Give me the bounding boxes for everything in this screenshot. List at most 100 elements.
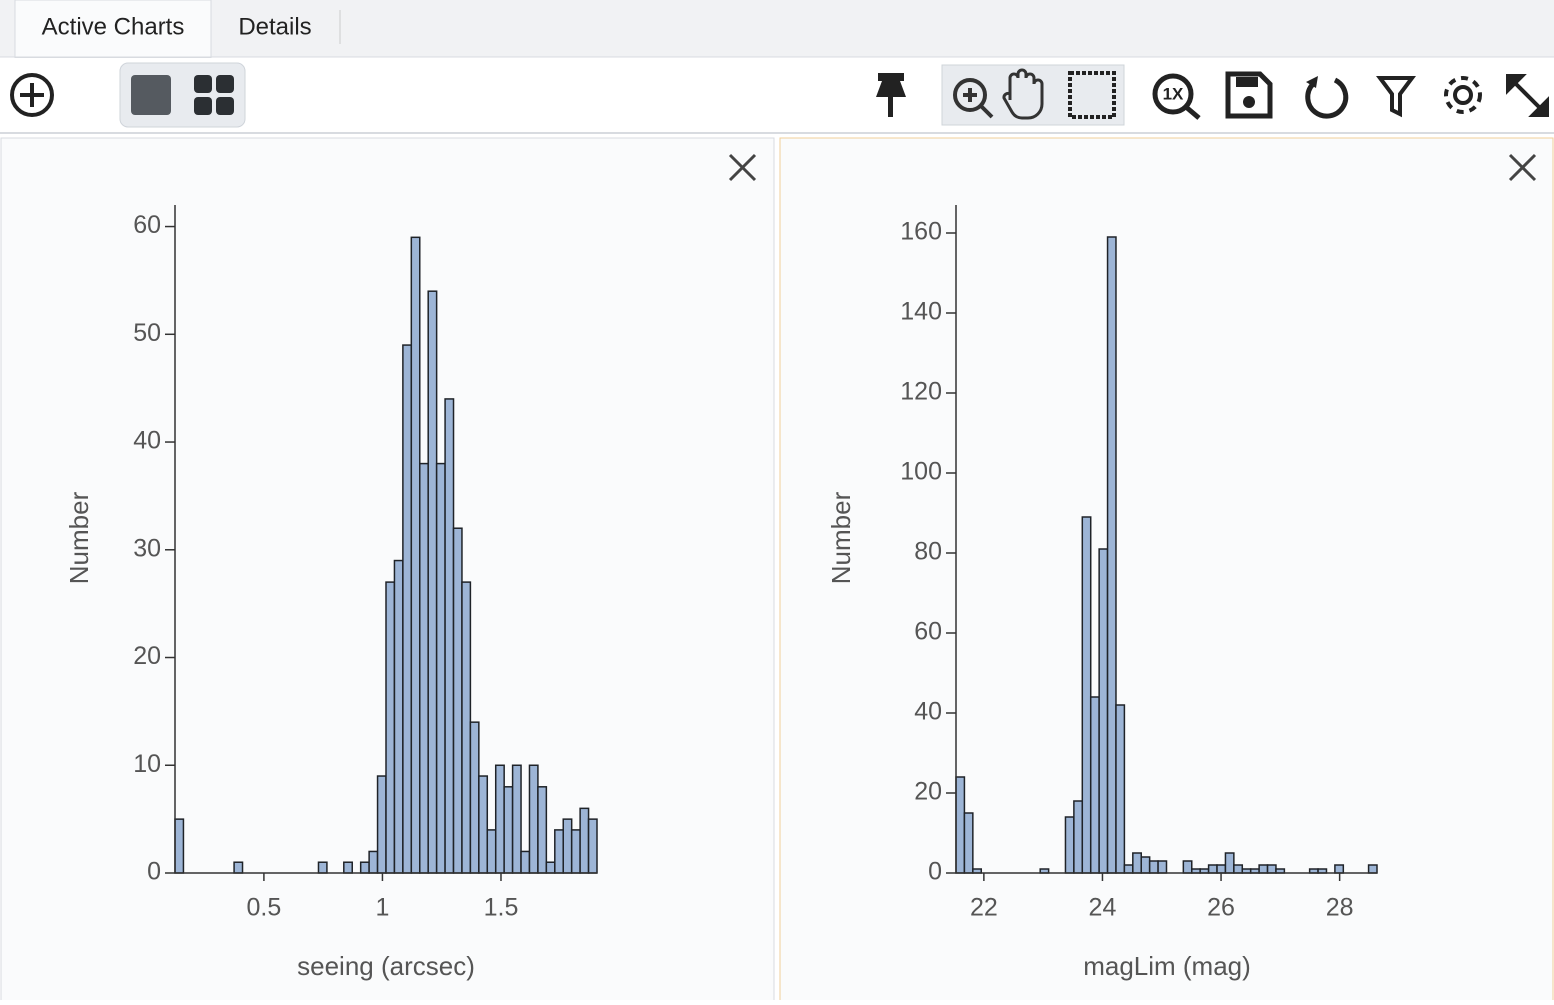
- tab-label[interactable]: Active Charts: [42, 13, 185, 40]
- bar: [469, 721, 480, 874]
- x-tick-label: 26: [1207, 894, 1235, 922]
- pan-button[interactable]: [1002, 68, 1044, 120]
- bar: [376, 775, 387, 874]
- x-tick-label: 1: [375, 894, 389, 922]
- pin-button[interactable]: [876, 73, 906, 117]
- bar: [435, 462, 446, 874]
- bar: [494, 764, 505, 874]
- bar: [537, 786, 548, 874]
- bar: [1132, 852, 1142, 874]
- bar: [570, 829, 581, 874]
- close-button[interactable]: [1508, 153, 1537, 182]
- y-tick-label: 160: [900, 218, 942, 246]
- x-tick-label: 1.5: [484, 894, 519, 922]
- y-tick-label: 60: [133, 211, 161, 239]
- bar: [461, 581, 472, 874]
- reset-zoom-label[interactable]: 1X: [1163, 84, 1184, 103]
- bar: [1106, 236, 1117, 874]
- y-tick-label: 100: [900, 458, 942, 486]
- tab-active[interactable]: [14, 0, 212, 59]
- y-tick-label: 20: [914, 778, 942, 806]
- bar: [1224, 852, 1235, 874]
- bar: [511, 764, 522, 874]
- bar: [419, 462, 429, 874]
- y-axis-title: Number: [64, 491, 94, 584]
- zoom-button[interactable]: [953, 78, 994, 119]
- y-tick-label: 140: [900, 298, 942, 326]
- bar: [963, 812, 974, 874]
- bar: [1064, 816, 1075, 874]
- bar: [486, 829, 497, 874]
- y-axis-title: Number: [826, 491, 856, 584]
- bar: [393, 559, 404, 874]
- bar: [317, 861, 328, 874]
- y-tick-label: 0: [147, 858, 161, 886]
- bar: [1073, 800, 1084, 874]
- bar: [1081, 516, 1092, 874]
- bar: [1140, 856, 1151, 874]
- save-button[interactable]: [1225, 71, 1273, 119]
- x-tick-label: 28: [1326, 894, 1354, 922]
- bar: [359, 861, 370, 874]
- y-tick-label: 0: [928, 858, 942, 886]
- bar: [478, 775, 489, 874]
- bar: [402, 344, 413, 874]
- filter-button[interactable]: [1376, 76, 1416, 118]
- select-button[interactable]: [1068, 71, 1116, 119]
- y-tick-label: 120: [900, 378, 942, 406]
- bar: [444, 398, 455, 874]
- bar: [233, 861, 244, 874]
- bar: [554, 829, 564, 874]
- bar: [1089, 696, 1100, 874]
- bar: [1367, 864, 1378, 874]
- bar: [427, 290, 438, 874]
- bar: [587, 818, 598, 874]
- y-tick-label: 30: [133, 534, 161, 562]
- close-button[interactable]: [728, 153, 757, 182]
- bar: [579, 807, 590, 874]
- bar: [1157, 860, 1168, 874]
- bar: [1216, 864, 1227, 874]
- y-tick-label: 20: [133, 642, 161, 670]
- bar: [1266, 864, 1277, 874]
- x-tick-label: 24: [1089, 894, 1117, 922]
- restore-button[interactable]: [1305, 77, 1349, 119]
- bar: [1207, 864, 1218, 874]
- bar: [1098, 548, 1109, 874]
- bar: [503, 786, 514, 874]
- bar: [1258, 864, 1269, 874]
- bar: [955, 776, 966, 874]
- bar: [1148, 860, 1159, 874]
- grid-layout-button[interactable]: [194, 75, 234, 115]
- y-tick-label: 80: [914, 538, 942, 566]
- x-axis-title: magLim (mag): [1083, 951, 1251, 981]
- tab-bar: [0, 0, 1554, 57]
- single-layout-button[interactable]: [131, 75, 171, 115]
- expand-button[interactable]: [1506, 74, 1549, 117]
- bar: [385, 581, 396, 874]
- bar: [1182, 860, 1193, 874]
- add-button[interactable]: [10, 73, 54, 117]
- x-tick-label: 22: [970, 894, 998, 922]
- bar: [520, 850, 531, 874]
- bar: [343, 861, 353, 874]
- bar: [1334, 864, 1345, 874]
- bar: [528, 764, 539, 874]
- settings-button[interactable]: [1444, 76, 1482, 114]
- bar: [562, 818, 573, 874]
- reset-zoom-button[interactable]: [1152, 73, 1201, 120]
- bar: [410, 236, 421, 874]
- bar: [368, 850, 379, 874]
- toolbar: [0, 58, 1554, 133]
- y-tick-label: 40: [914, 698, 942, 726]
- x-axis-title: seeing (arcsec): [297, 951, 475, 981]
- bar: [545, 861, 556, 874]
- x-tick-label: 0.5: [247, 894, 282, 922]
- tab-label[interactable]: Details: [238, 13, 311, 40]
- bar: [174, 818, 185, 874]
- y-tick-label: 40: [133, 427, 161, 455]
- bar: [1123, 864, 1134, 874]
- y-tick-label: 10: [133, 750, 161, 778]
